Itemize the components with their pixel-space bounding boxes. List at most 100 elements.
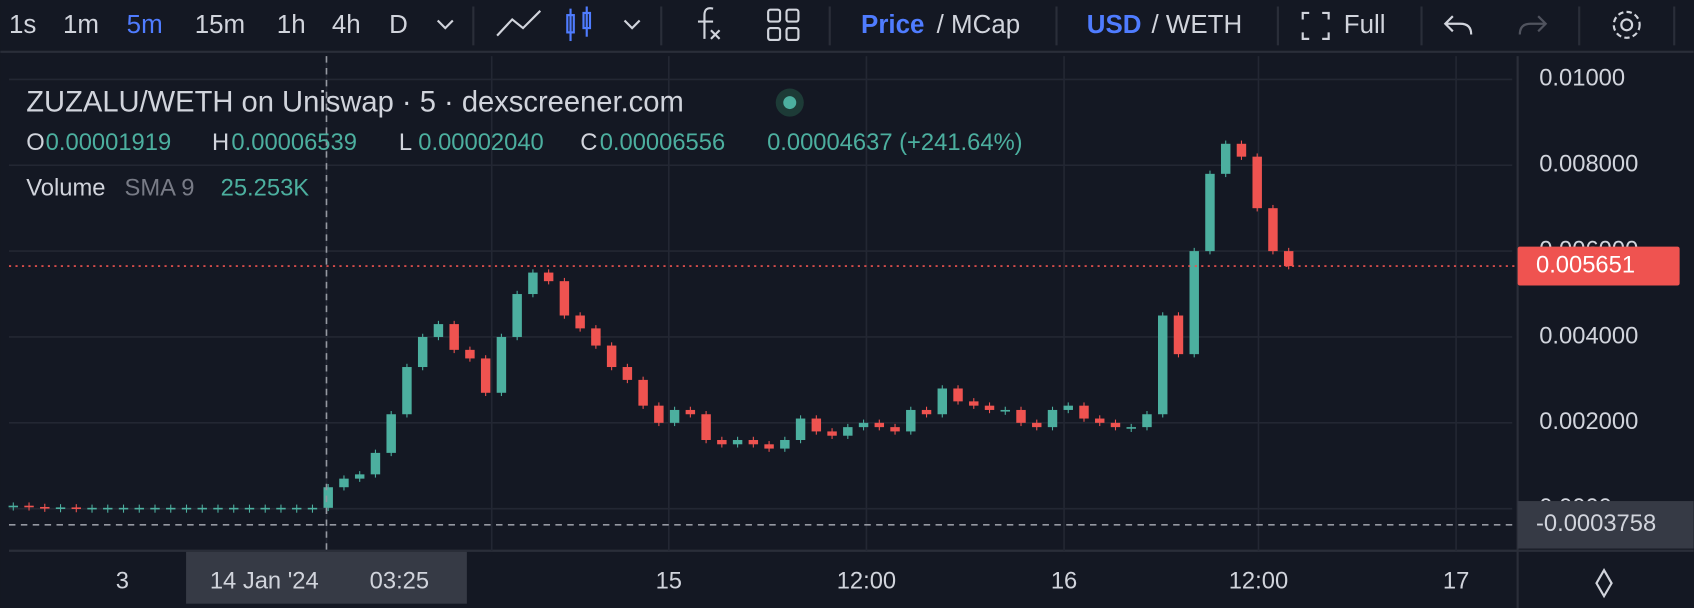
candle — [1189, 251, 1199, 355]
candle — [512, 294, 522, 337]
settings-icon[interactable] — [1612, 10, 1641, 39]
interval-button[interactable]: D — [389, 11, 408, 39]
candle — [1095, 418, 1105, 423]
candle — [1032, 422, 1042, 428]
ohlc-key: H — [212, 129, 229, 156]
candle — [276, 507, 286, 510]
candle — [732, 440, 743, 445]
candle — [622, 367, 633, 380]
candle — [213, 507, 223, 510]
candle — [8, 505, 19, 508]
candle — [480, 358, 491, 393]
ohlc-key: C — [580, 129, 597, 156]
candle — [654, 405, 664, 423]
candle — [921, 409, 932, 415]
candle — [181, 507, 192, 510]
crosshair-time: 03:25 — [370, 567, 429, 594]
candle — [701, 414, 711, 441]
candle — [339, 478, 349, 488]
candle — [858, 422, 869, 428]
weth-toggle[interactable]: / WETH — [1152, 11, 1243, 39]
candle — [559, 281, 570, 316]
redo-icon[interactable] — [1518, 15, 1548, 35]
candle-icon[interactable] — [566, 6, 592, 42]
interval-button[interactable]: 4h — [332, 11, 361, 39]
candle — [748, 440, 759, 445]
crosshair-time-box — [186, 551, 467, 604]
candle — [134, 507, 144, 510]
last-price-box — [1517, 246, 1680, 286]
candle — [1283, 251, 1294, 267]
ohlc-key: L — [399, 129, 412, 156]
time-settings-icon[interactable] — [1595, 568, 1613, 599]
line-chart-icon[interactable] — [496, 10, 542, 37]
candle — [150, 507, 160, 510]
candle — [795, 418, 806, 441]
candle — [323, 487, 333, 508]
overlay: 0.010000.0080000.0060000.0040000.0020000… — [8, 56, 1694, 604]
candle — [386, 414, 396, 453]
usd-toggle[interactable]: USD — [1087, 11, 1142, 39]
candle — [953, 388, 963, 402]
candle — [197, 507, 207, 510]
chevron[interactable] — [623, 19, 641, 30]
x-tick-label: 17 — [1443, 567, 1469, 594]
candle — [433, 324, 444, 337]
x-tick-label: 16 — [1051, 567, 1077, 594]
candle — [1220, 143, 1231, 174]
interval-button[interactable]: 1h — [277, 11, 306, 39]
indicator-icon[interactable] — [697, 7, 721, 40]
candle — [638, 379, 648, 406]
candle — [1079, 405, 1089, 419]
candle — [1268, 208, 1278, 252]
ohlc-key: O — [26, 129, 44, 156]
candle — [229, 507, 239, 510]
candle — [874, 422, 885, 428]
chevron[interactable] — [436, 19, 454, 30]
candle — [1047, 409, 1058, 428]
candle — [1205, 173, 1215, 252]
candle — [354, 474, 365, 479]
candle — [244, 507, 255, 510]
interval-button[interactable]: 1s — [9, 11, 36, 39]
candle — [307, 507, 318, 510]
fullscreen-button[interactable]: Full — [1344, 11, 1386, 39]
candle — [417, 336, 428, 368]
candle — [543, 272, 554, 282]
crosshair-price-label: -0.0003758 — [1536, 510, 1656, 537]
crosshair-date: 14 Jan '24 — [210, 567, 319, 594]
fullscreen-icon[interactable] — [1301, 11, 1330, 40]
candle — [906, 409, 916, 432]
candle — [1000, 409, 1010, 412]
candle — [606, 345, 617, 368]
y-tick-label: 0.002000 — [1539, 408, 1638, 435]
layout-icon[interactable] — [767, 8, 800, 42]
y-tick-label: 0.01000 — [1539, 65, 1625, 92]
candle — [1016, 409, 1026, 423]
candle — [103, 507, 113, 510]
x-tick-label: 12:00 — [837, 567, 896, 594]
interval-button[interactable]: 1m — [63, 11, 99, 39]
ohlc-value: 0.00006556 — [600, 129, 725, 156]
y-tick-label: 0.008000 — [1539, 151, 1638, 178]
candle — [811, 418, 822, 432]
candle — [591, 328, 601, 346]
candle — [528, 272, 538, 295]
interval-button[interactable]: 5m — [127, 11, 163, 39]
candle — [1173, 315, 1184, 355]
undo-icon[interactable] — [1443, 15, 1473, 35]
candle — [449, 324, 459, 350]
candle — [1236, 143, 1247, 157]
x-tick-label: 3 — [116, 567, 129, 594]
volume-label: Volume — [26, 174, 105, 201]
mcap-toggle[interactable]: / MCap — [937, 11, 1021, 39]
candle — [166, 507, 176, 510]
price-toggle[interactable]: Price — [861, 11, 924, 39]
last-price-label: 0.005651 — [1536, 251, 1635, 278]
x-tick-label: 15 — [656, 567, 682, 594]
candle — [260, 507, 270, 510]
interval-button[interactable]: 15m — [195, 11, 245, 39]
candle — [843, 427, 853, 436]
candle — [685, 409, 696, 415]
